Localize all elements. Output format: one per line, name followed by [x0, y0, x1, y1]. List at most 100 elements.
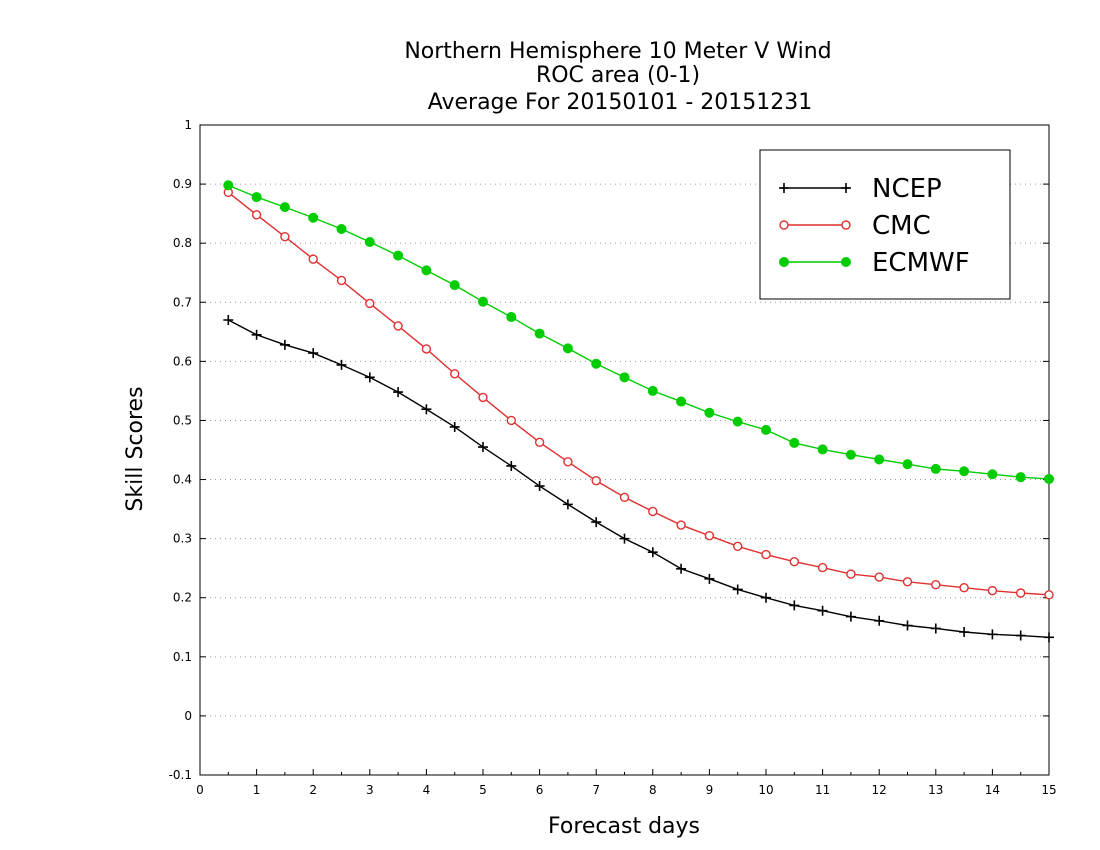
legend-label-ecmwf: ECMWF	[872, 248, 970, 278]
data-point-cmc	[846, 569, 856, 579]
data-point-ecmwf	[1044, 473, 1054, 484]
chart-title: Northern Hemisphere 10 Meter V Wind ROC …	[404, 39, 831, 115]
legend-label-ncep: NCEP	[872, 174, 942, 204]
x-axis-label: Forecast days	[548, 814, 700, 839]
x-tick-label: 0	[196, 783, 204, 797]
data-point-cmc	[365, 298, 375, 309]
data-point-cmc	[987, 585, 998, 596]
data-point-ncep	[619, 533, 630, 544]
data-point-ecmwf	[817, 444, 828, 455]
y-tick-label: -0.1	[169, 768, 192, 782]
legend-label-cmc: CMC	[872, 211, 931, 241]
data-point-ncep	[902, 620, 913, 631]
series-line-cmc	[227, 191, 1050, 596]
data-point-ncep	[308, 348, 319, 359]
legend-marker-ncep	[841, 183, 851, 193]
data-point-ecmwf	[647, 385, 658, 396]
y-tick-label: 0.9	[173, 177, 192, 191]
x-tick-label: 9	[706, 783, 714, 797]
x-tick-label: 6	[536, 783, 544, 797]
x-tick-label: 3	[366, 783, 374, 797]
x-tick-label: 15	[1041, 783, 1056, 797]
data-point-ncep	[845, 611, 856, 622]
x-tick-label: 13	[928, 783, 943, 797]
data-point-cmc	[251, 210, 262, 220]
y-tick-label: 0.1	[173, 650, 192, 664]
x-tick-label: 5	[479, 783, 487, 797]
data-point-ncep	[1044, 632, 1054, 643]
x-tick-label: 14	[985, 783, 1000, 797]
data-point-ecmwf	[1015, 472, 1026, 483]
data-point-cmc	[563, 457, 573, 467]
data-point-ncep	[364, 372, 375, 383]
data-point-ncep	[1015, 630, 1026, 641]
data-point-ncep	[591, 517, 602, 528]
legend-marker-cmc	[841, 220, 851, 230]
data-point-ncep	[761, 592, 771, 603]
data-point-cmc	[902, 577, 913, 587]
data-point-cmc	[506, 415, 516, 426]
data-point-cmc	[478, 392, 488, 403]
data-point-cmc	[534, 437, 545, 448]
data-point-cmc	[619, 492, 630, 502]
data-point-cmc	[308, 254, 318, 264]
data-point-ncep	[874, 615, 885, 626]
data-point-ecmwf	[874, 454, 885, 465]
data-point-ecmwf	[364, 237, 375, 247]
data-point-ncep	[789, 600, 800, 611]
data-point-ecmwf	[987, 469, 998, 480]
x-tick-label: 11	[815, 783, 830, 797]
data-point-ecmwf	[959, 466, 970, 477]
data-point-ecmwf	[902, 459, 913, 470]
data-point-ncep	[987, 629, 998, 640]
data-point-ncep	[223, 315, 234, 325]
data-point-cmc	[591, 476, 601, 486]
data-point-cmc	[280, 231, 290, 242]
y-tick-label: 0.3	[173, 532, 192, 546]
data-point-ecmwf	[393, 250, 404, 261]
data-point-cmc	[336, 275, 347, 286]
data-point-ncep	[421, 404, 432, 415]
data-point-ecmwf	[704, 407, 715, 418]
data-point-ecmwf	[506, 312, 517, 323]
data-point-ncep	[393, 387, 404, 398]
x-tick-label: 7	[592, 783, 600, 797]
legend: NCEP CMC ECMWF	[759, 149, 1011, 300]
chart-title-line-1: Northern Hemisphere 10 Meter V Wind	[404, 39, 831, 64]
data-point-ecmwf	[251, 192, 262, 203]
data-point-cmc	[733, 541, 743, 552]
axis-ticks: -0.100.10.20.30.40.50.60.70.80.910 1 2 3 4 5 6…	[169, 118, 1057, 797]
data-point-ncep	[959, 627, 970, 637]
data-point-ncep	[647, 547, 658, 558]
series-cmc	[223, 187, 1054, 600]
x-tick-label: 10	[758, 783, 773, 797]
data-point-ncep	[676, 563, 687, 574]
y-tick-label: 0.8	[173, 236, 192, 250]
data-point-ecmwf	[534, 328, 545, 339]
x-tick-label: 1	[253, 783, 261, 797]
data-point-cmc	[704, 530, 715, 541]
data-point-ncep	[279, 339, 290, 350]
data-point-cmc	[676, 520, 686, 530]
data-point-ecmwf	[478, 296, 488, 307]
legend-marker-cmc	[779, 220, 789, 230]
data-point-ecmwf	[279, 202, 290, 213]
data-point-cmc	[931, 580, 941, 590]
y-tick-label: 1	[184, 118, 192, 132]
data-point-cmc	[393, 321, 403, 331]
y-tick-label: 0.5	[173, 413, 192, 427]
data-point-ncep	[562, 499, 573, 510]
data-point-cmc	[1016, 588, 1026, 598]
legend-marker-ncep	[779, 183, 789, 193]
data-point-ecmwf	[619, 372, 630, 383]
x-tick-label: 2	[309, 783, 317, 797]
data-point-cmc	[450, 369, 460, 379]
y-tick-label: 0.6	[173, 354, 192, 368]
data-point-cmc	[1044, 590, 1054, 600]
data-point-cmc	[959, 582, 969, 593]
y-axis-label: Skill Scores	[123, 386, 148, 511]
data-point-ecmwf	[789, 437, 800, 448]
chart-title-line-3: Average For 20150101 - 20151231	[428, 90, 813, 115]
data-point-ecmwf	[591, 358, 602, 369]
